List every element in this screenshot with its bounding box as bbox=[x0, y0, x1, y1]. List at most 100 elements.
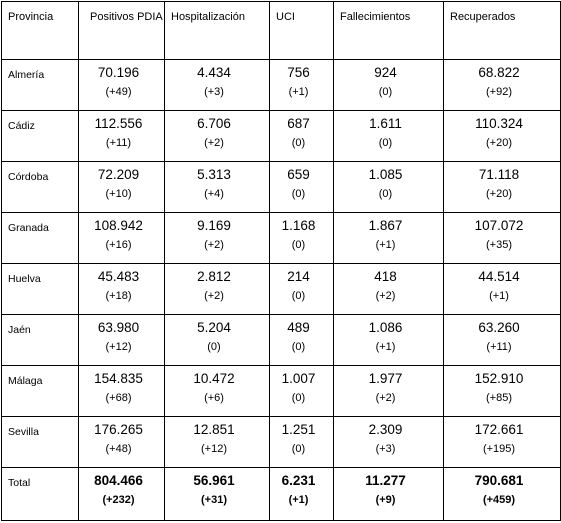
cumulative-value: 5.313 bbox=[197, 167, 231, 182]
value-cell: 68.822 (+92) bbox=[443, 59, 561, 111]
daily-change: (+20) bbox=[486, 188, 512, 200]
header-fallecimientos: Fallecimientos bbox=[333, 1, 444, 60]
daily-change: (+1) bbox=[288, 494, 309, 506]
daily-change: (+3) bbox=[204, 86, 224, 98]
daily-change: (+85) bbox=[486, 392, 512, 404]
table-row: Granada 108.942 (+16) 9.169 (+2) 1.168 (0) 1.86… bbox=[1, 212, 561, 264]
cumulative-value: 924 bbox=[374, 65, 397, 80]
value-cell: 176.265 (+48) bbox=[78, 416, 165, 468]
province-name: Huelva bbox=[1, 263, 79, 315]
daily-change: (+68) bbox=[105, 392, 132, 404]
header-label: Recuperados bbox=[450, 11, 516, 23]
cumulative-value: 9.169 bbox=[197, 218, 231, 233]
value-cell: 1.085 (0) bbox=[333, 161, 444, 213]
daily-change: (+12) bbox=[105, 341, 132, 353]
value-cell: 110.324 (+20) bbox=[443, 110, 561, 162]
daily-change: (+35) bbox=[486, 239, 512, 251]
cumulative-value: 1.611 bbox=[369, 116, 402, 131]
cumulative-value: 1.086 bbox=[368, 320, 403, 335]
value-cell: 45.483 (+18) bbox=[78, 263, 165, 315]
value-cell: 10.472 (+6) bbox=[164, 365, 270, 417]
cumulative-value: 1.251 bbox=[281, 422, 316, 437]
cumulative-value: 6.706 bbox=[197, 116, 231, 131]
daily-change: (+2) bbox=[375, 290, 396, 302]
value-cell: 4.434 (+3) bbox=[164, 59, 270, 111]
value-cell: 172.661 (+195) bbox=[443, 416, 561, 468]
cumulative-value: 63.260 bbox=[478, 320, 520, 335]
value-cell: 5.313 (+4) bbox=[164, 161, 270, 213]
daily-change: (+1) bbox=[375, 239, 396, 251]
daily-change: (0) bbox=[291, 188, 306, 200]
value-cell: 756 (+1) bbox=[269, 59, 334, 111]
daily-change: (0) bbox=[378, 86, 393, 98]
cumulative-value: 68.822 bbox=[478, 65, 520, 80]
cumulative-value: 790.681 bbox=[474, 473, 524, 488]
value-cell: 2.309 (+3) bbox=[333, 416, 444, 468]
cumulative-value: 44.514 bbox=[478, 269, 520, 284]
daily-change: (0) bbox=[291, 392, 306, 404]
table-row: Huelva 45.483 (+18) 2.812 (+2) 214 (0) 418 (+2) 4… bbox=[1, 263, 561, 315]
cumulative-value: 1.977 bbox=[368, 371, 403, 386]
header-uci: UCI bbox=[269, 1, 334, 60]
cumulative-value: 5.204 bbox=[197, 320, 231, 335]
daily-change: (0) bbox=[207, 341, 221, 353]
daily-change: (+4) bbox=[204, 188, 224, 200]
province-name: Jaén bbox=[1, 314, 79, 366]
cumulative-value: 70.196 bbox=[97, 65, 140, 80]
cumulative-value: 56.961 bbox=[193, 473, 235, 488]
value-cell: 107.072 (+35) bbox=[443, 212, 561, 264]
table-row: Jaén 63.980 (+12) 5.204 (0) 489 (0) 1.086 (+1) 63… bbox=[1, 314, 561, 366]
value-cell: 56.961 (+31) bbox=[164, 467, 270, 521]
daily-change: (+16) bbox=[105, 239, 132, 251]
cumulative-value: 108.942 bbox=[94, 218, 143, 233]
value-cell: 63.260 (+11) bbox=[443, 314, 561, 366]
table-row: Sevilla 176.265 (+48) 12.851 (+12) 1.251 (0) 2.… bbox=[1, 416, 561, 468]
header-label: Hospitalización bbox=[171, 11, 245, 23]
value-cell: 418 (+2) bbox=[333, 263, 444, 315]
value-cell: 72.209 (+10) bbox=[78, 161, 165, 213]
header-provincia: Provincia bbox=[1, 1, 79, 60]
table-row: Málaga 154.835 (+68) 10.472 (+6) 1.007 (0) 1.97… bbox=[1, 365, 561, 417]
cumulative-value: 2.309 bbox=[368, 422, 403, 437]
daily-change: (+12) bbox=[201, 443, 227, 455]
cumulative-value: 804.466 bbox=[94, 473, 143, 488]
value-cell: 924 (0) bbox=[333, 59, 444, 111]
daily-change: (+11) bbox=[486, 341, 512, 353]
value-cell: 112.556 (+11) bbox=[78, 110, 165, 162]
daily-change: (+2) bbox=[204, 239, 224, 251]
daily-change: (+1) bbox=[288, 86, 309, 98]
header-recuperados: Recuperados bbox=[443, 1, 561, 60]
value-cell: 12.851 (+12) bbox=[164, 416, 270, 468]
value-cell: 70.196 (+49) bbox=[78, 59, 165, 111]
daily-change: (+48) bbox=[105, 443, 132, 455]
daily-change: (0) bbox=[378, 188, 393, 200]
daily-change: (+10) bbox=[105, 188, 132, 200]
daily-change: (+9) bbox=[375, 494, 396, 506]
cumulative-value: 214 bbox=[287, 269, 310, 284]
daily-change: (+6) bbox=[204, 392, 224, 404]
cumulative-value: 112.556 bbox=[94, 116, 143, 131]
daily-change: (0) bbox=[291, 290, 306, 302]
daily-change: (+459) bbox=[482, 494, 516, 506]
header-positivos: Positivos PDIA bbox=[78, 1, 165, 60]
cumulative-value: 172.661 bbox=[474, 422, 524, 437]
value-cell: 1.977 (+2) bbox=[333, 365, 444, 417]
value-cell: 659 (0) bbox=[269, 161, 334, 213]
daily-change: (0) bbox=[291, 341, 306, 353]
table-body: Almería 70.196 (+49) 4.434 (+3) 756 (+1) 924 (0)… bbox=[1, 59, 561, 521]
daily-change: (+3) bbox=[375, 443, 396, 455]
daily-change: (+31) bbox=[201, 494, 227, 506]
table-row: Almería 70.196 (+49) 4.434 (+3) 756 (+1) 924 (0)… bbox=[1, 59, 561, 111]
value-cell: 71.118 (+20) bbox=[443, 161, 561, 213]
cumulative-value: 10.472 bbox=[193, 371, 235, 386]
header-label: Fallecimientos bbox=[340, 11, 411, 23]
cumulative-value: 1.085 bbox=[368, 167, 403, 182]
value-cell: 1.007 (0) bbox=[269, 365, 334, 417]
daily-change: (+2) bbox=[204, 290, 224, 302]
cumulative-value: 756 bbox=[287, 65, 310, 80]
daily-change: (+20) bbox=[486, 137, 512, 149]
cumulative-value: 418 bbox=[374, 269, 397, 284]
cumulative-value: 176.265 bbox=[94, 422, 143, 437]
value-cell: 6.706 (+2) bbox=[164, 110, 270, 162]
